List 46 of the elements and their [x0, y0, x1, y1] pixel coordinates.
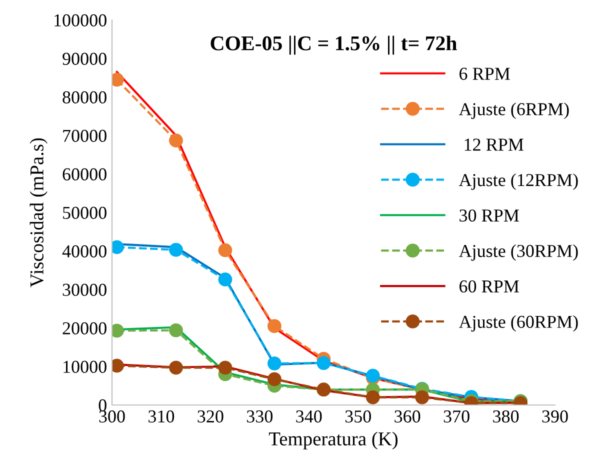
point — [366, 368, 380, 383]
point — [415, 390, 430, 404]
point — [169, 323, 183, 338]
point — [267, 319, 282, 334]
point — [169, 134, 183, 148]
legend-label: Ajuste (6RPM) — [458, 102, 569, 119]
x-tick-label: 390 — [542, 410, 568, 423]
point — [218, 272, 232, 286]
y-tick-label: 60000 — [62, 168, 106, 180]
y-tick-label: 70000 — [63, 130, 106, 142]
point — [169, 242, 183, 257]
x-tick-label: 310 — [148, 410, 174, 423]
x-tick-label: 360 — [394, 410, 420, 423]
legend-label: Ajuste (60RPM) — [458, 315, 578, 332]
legend-label: Ajuste (12RPM) — [458, 173, 578, 190]
x-tick-label: 380 — [493, 410, 519, 423]
x-tick-label: 330 — [246, 410, 273, 423]
y-tick-label: 40000 — [62, 245, 106, 258]
y-tick-label: 10000 — [64, 360, 106, 373]
y-tick-label: 20000 — [62, 322, 106, 334]
legend-label: 6 RPM — [460, 68, 510, 80]
point — [267, 356, 282, 370]
legend-label: 30 RPM — [460, 209, 519, 222]
point — [267, 372, 282, 386]
x-axis-title: Temperatura (K) — [268, 432, 398, 450]
point — [316, 356, 331, 370]
x-tick-label: 320 — [198, 410, 224, 423]
point — [366, 390, 380, 404]
x-tick-label: 350 — [345, 410, 371, 423]
y-tick-label: 90000 — [62, 52, 106, 65]
legend-label: 60 RPM — [460, 280, 519, 293]
x-tick-label: 370 — [444, 410, 470, 423]
text: COE-05 ||C = 1.5% || t= 72h — [210, 36, 457, 55]
legend-label: Ajuste (30RPM) — [458, 244, 578, 261]
y-tick-label: 50000 — [63, 206, 106, 219]
y-tick-label: 0 — [98, 399, 106, 412]
point — [218, 360, 232, 375]
point — [218, 243, 232, 258]
point — [169, 360, 183, 375]
x-tick-label: 300 — [99, 410, 125, 423]
legend-label: 12 RPM — [464, 138, 524, 151]
y-tick-label: 30000 — [62, 284, 106, 296]
y-tick-label: 100000 — [54, 14, 106, 26]
x-tick-label: 340 — [296, 410, 322, 423]
y-axis-title: Viscosidad (mPa.s) — [30, 138, 48, 288]
y-tick-label: 80000 — [62, 91, 106, 104]
